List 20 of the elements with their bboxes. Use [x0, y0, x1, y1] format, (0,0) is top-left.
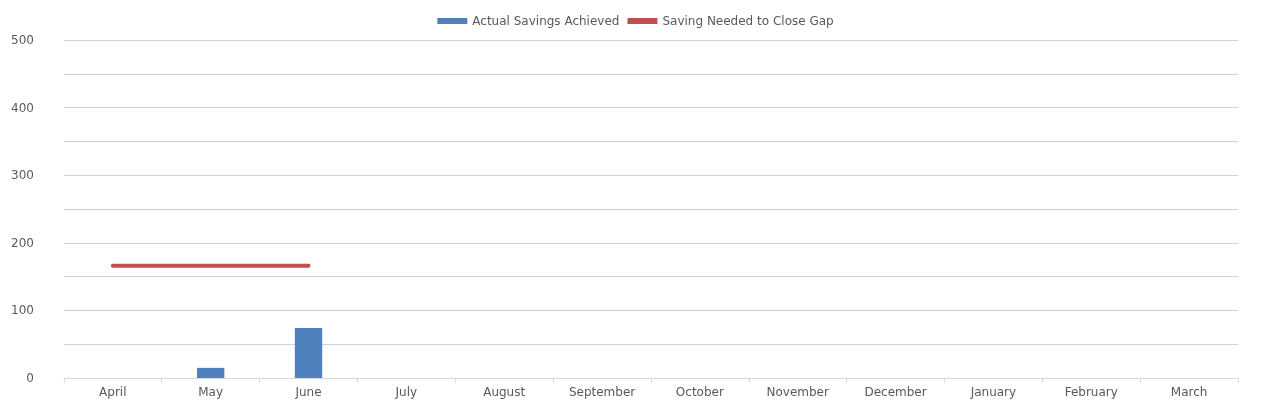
x-tick-label: September	[568, 385, 636, 399]
x-tick-label: April	[99, 385, 127, 399]
x-tick-label: January	[969, 385, 1017, 399]
y-tick-label: 300	[11, 168, 34, 183]
x-tick-label: November	[766, 385, 829, 399]
y-tick-label: 0	[26, 371, 34, 385]
x-tick-label: August	[483, 385, 526, 399]
y-tick-label: 100	[11, 303, 34, 318]
x-tick-label: March	[1170, 385, 1208, 399]
x-tick-label: February	[1064, 385, 1118, 399]
legend-label: Saving Needed to Close Gap	[662, 14, 834, 28]
x-tick-label: December	[864, 385, 927, 399]
x-tick-label: June	[294, 385, 322, 399]
y-tick-label: 200	[11, 235, 34, 250]
x-tick-label: May	[198, 385, 224, 399]
y-tick-label: 400	[11, 100, 34, 115]
x-tick-label: July	[394, 385, 418, 399]
x-tick-label: October	[675, 385, 724, 399]
legend-label: Actual Savings Achieved	[472, 14, 620, 28]
y-tick-label: 500	[11, 33, 34, 47]
